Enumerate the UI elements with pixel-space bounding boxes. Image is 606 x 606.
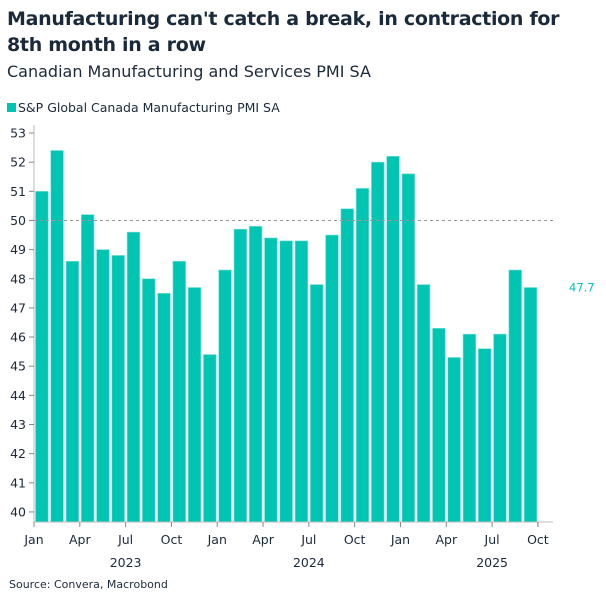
bar [50,150,64,523]
y-tick-label: 43 [10,417,26,432]
bar [401,173,415,523]
y-tick-label: 42 [10,446,26,461]
bar [65,260,80,523]
chart-subtitle: Canadian Manufacturing and Services PMI … [7,62,371,81]
legend-label: S&P Global Canada Manufacturing PMI SA [18,100,280,115]
bar [447,357,461,523]
y-tick-label: 45 [10,359,26,374]
x-tick-label: Apr [435,532,457,547]
x-tick-label: Jul [300,532,316,547]
y-tick-label: 41 [10,475,26,490]
bar [218,269,232,523]
bar [508,269,522,523]
x-tick-label: Apr [69,532,91,547]
bar [523,287,538,523]
bar [493,333,507,523]
bar [386,156,400,523]
x-tick-label: Apr [252,532,274,547]
bar [96,249,110,523]
bar [325,234,339,523]
y-tick-label: 40 [10,504,26,519]
year-label: 2025 [476,555,508,570]
y-tick-label: 48 [10,271,26,286]
bar [462,333,477,523]
x-tick-label: Jan [207,532,227,547]
y-tick-label: 51 [10,184,26,199]
bar [416,284,431,523]
bar [340,208,354,523]
bar [172,260,186,523]
y-tick-label: 50 [10,213,26,228]
legend-swatch [7,103,16,112]
bar [81,214,95,523]
bar [126,231,141,523]
bar [233,228,247,523]
bar [432,328,446,523]
year-label: 2024 [293,555,325,570]
bar [310,284,324,523]
bar [187,287,202,523]
bar [35,191,49,523]
bar [294,240,309,523]
x-tick-label: Jul [117,532,133,547]
legend: S&P Global Canada Manufacturing PMI SA [7,100,280,115]
bar [111,255,125,523]
bar [279,240,293,523]
chart-title: Manufacturing can't catch a break, in co… [7,8,560,56]
last-value-label: 47.7 [569,280,595,294]
x-tick-label: Oct [161,532,183,547]
x-tick-label: Jul [484,532,500,547]
bar [478,348,492,523]
x-tick-label: Jan [23,532,43,547]
y-tick-label: 46 [10,330,26,345]
bar [248,225,263,523]
bar [203,354,217,523]
y-tick-label: 44 [10,388,26,403]
bar [157,293,171,523]
bar [264,237,278,523]
x-tick-label: Jan [390,532,410,547]
bar [371,161,385,523]
x-tick-label: Oct [527,532,549,547]
bar [142,278,156,523]
y-tick-label: 52 [10,155,26,170]
x-tick-label: Oct [344,532,366,547]
source-note: Source: Convera, Macrobond [9,578,168,591]
y-tick-label: 49 [10,242,26,257]
year-label: 2023 [110,555,142,570]
y-tick-label: 47 [10,300,26,315]
bar [355,188,370,523]
y-tick-label: 53 [10,126,26,141]
